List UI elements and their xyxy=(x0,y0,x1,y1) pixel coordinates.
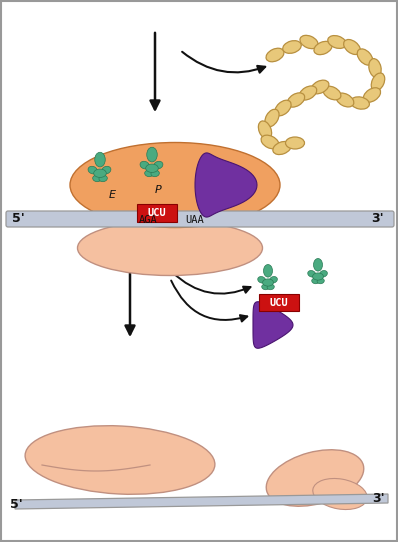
Ellipse shape xyxy=(258,121,272,139)
Ellipse shape xyxy=(101,166,111,174)
Ellipse shape xyxy=(314,41,332,55)
FancyBboxPatch shape xyxy=(259,294,299,311)
Text: P: P xyxy=(155,185,161,195)
Text: 5': 5' xyxy=(12,212,25,225)
Ellipse shape xyxy=(154,162,163,169)
Ellipse shape xyxy=(146,164,158,172)
Polygon shape xyxy=(15,494,388,509)
Ellipse shape xyxy=(151,170,159,177)
Ellipse shape xyxy=(311,80,329,94)
Ellipse shape xyxy=(328,36,346,48)
Ellipse shape xyxy=(147,147,157,162)
FancyBboxPatch shape xyxy=(137,204,177,222)
Ellipse shape xyxy=(357,49,373,65)
FancyBboxPatch shape xyxy=(6,211,394,227)
Ellipse shape xyxy=(371,73,385,91)
Ellipse shape xyxy=(300,35,318,49)
Ellipse shape xyxy=(263,264,273,277)
Ellipse shape xyxy=(266,450,364,506)
Ellipse shape xyxy=(267,284,274,290)
Ellipse shape xyxy=(323,86,341,100)
Ellipse shape xyxy=(283,41,301,53)
Text: AGA: AGA xyxy=(139,215,157,225)
Ellipse shape xyxy=(94,169,106,177)
Ellipse shape xyxy=(336,93,354,107)
Ellipse shape xyxy=(275,100,291,116)
Ellipse shape xyxy=(95,152,105,167)
Ellipse shape xyxy=(70,143,280,228)
Ellipse shape xyxy=(351,97,369,109)
Text: E: E xyxy=(109,190,115,200)
Ellipse shape xyxy=(262,284,269,290)
Ellipse shape xyxy=(273,141,291,154)
Ellipse shape xyxy=(25,425,215,494)
Ellipse shape xyxy=(78,221,263,275)
Ellipse shape xyxy=(93,175,101,182)
Ellipse shape xyxy=(312,278,319,283)
Ellipse shape xyxy=(299,86,317,100)
Ellipse shape xyxy=(140,162,149,169)
Ellipse shape xyxy=(263,279,273,286)
Ellipse shape xyxy=(45,450,115,486)
Ellipse shape xyxy=(266,48,284,62)
Text: UCU: UCU xyxy=(269,298,289,307)
Ellipse shape xyxy=(363,88,380,102)
Ellipse shape xyxy=(320,270,328,277)
Ellipse shape xyxy=(308,270,316,277)
Text: 3': 3' xyxy=(373,492,385,505)
Ellipse shape xyxy=(343,40,360,55)
Ellipse shape xyxy=(369,59,381,78)
Ellipse shape xyxy=(265,109,279,127)
Ellipse shape xyxy=(258,276,265,283)
Ellipse shape xyxy=(313,479,367,509)
Text: UCU: UCU xyxy=(148,208,166,218)
Ellipse shape xyxy=(145,170,153,177)
Ellipse shape xyxy=(314,259,322,271)
Ellipse shape xyxy=(269,276,277,283)
Ellipse shape xyxy=(285,137,304,149)
Ellipse shape xyxy=(261,135,279,149)
Polygon shape xyxy=(253,302,293,349)
Polygon shape xyxy=(195,153,257,217)
Ellipse shape xyxy=(312,273,324,280)
Text: 5': 5' xyxy=(10,498,23,511)
Ellipse shape xyxy=(99,175,107,182)
Text: UAA: UAA xyxy=(185,215,205,225)
Ellipse shape xyxy=(317,278,324,283)
Ellipse shape xyxy=(287,93,305,107)
Ellipse shape xyxy=(88,166,97,174)
Text: 3': 3' xyxy=(371,212,384,225)
